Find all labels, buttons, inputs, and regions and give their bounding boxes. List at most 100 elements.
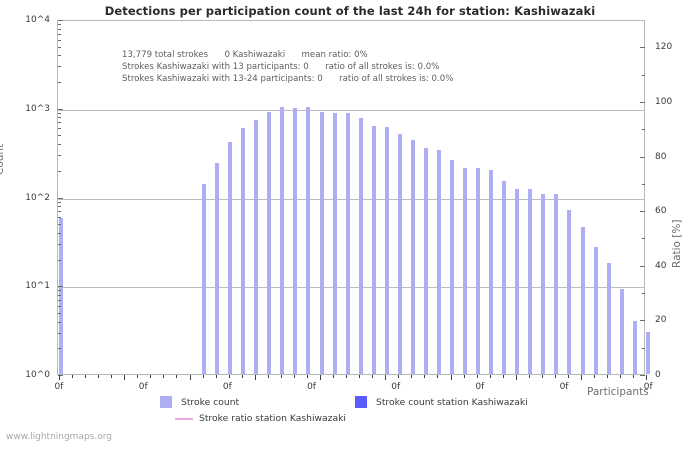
x-axis-tick-label: 0f [391, 382, 401, 392]
bar [502, 180, 507, 374]
x-axis-tick [411, 375, 413, 378]
x-axis-tick [189, 375, 191, 380]
y-axis-right-tick-label: 100 [655, 96, 673, 107]
x-axis-tick [254, 375, 256, 380]
legend-color-swatch [355, 396, 367, 408]
bar [436, 150, 441, 374]
x-axis-tick [515, 375, 517, 380]
y-axis-left-minor-tick [58, 33, 61, 35]
y-axis-left-minor-tick [58, 39, 61, 41]
gridline [58, 109, 644, 111]
bar [241, 128, 246, 374]
y-axis-left-tick-label: 10^4 [25, 15, 50, 25]
x-axis-tick [398, 375, 400, 378]
y-axis-right-tick [640, 265, 645, 267]
x-axis-tick-label: 0f [222, 382, 232, 392]
y-axis-left-minor-tick [58, 128, 61, 130]
y-axis-left-minor-tick [58, 321, 61, 323]
y-axis-left-minor-tick [58, 224, 61, 226]
y-axis-right-tick [640, 320, 645, 322]
x-axis-tick [594, 375, 596, 378]
x-axis-tick [215, 375, 217, 378]
x-axis-tick [320, 375, 321, 380]
legend-item[interactable]: Stroke count station Kashiwazaki [355, 396, 528, 408]
x-axis-tick [267, 375, 269, 378]
x-axis-tick [306, 375, 308, 378]
y-axis-left-minor-tick [58, 135, 61, 137]
bar [580, 227, 585, 374]
x-axis-tick [528, 375, 530, 378]
y-axis-left-minor-tick [58, 332, 61, 334]
x-axis-tick [450, 375, 452, 380]
watermark: www.lightningmaps.org [6, 432, 112, 442]
legend-item[interactable]: Stroke count [160, 396, 239, 408]
y-axis-right-tick [640, 211, 645, 213]
x-axis-tick [372, 375, 374, 378]
bar [554, 193, 559, 374]
legend-label: Stroke count [181, 396, 240, 408]
x-axis-tick [359, 375, 361, 378]
bar [228, 142, 233, 374]
bar [515, 189, 520, 374]
x-axis-tick [241, 375, 243, 378]
bar [319, 111, 324, 374]
y-axis-right-minor-tick [642, 74, 645, 76]
y-axis-left-minor-tick [58, 55, 61, 57]
y-axis-left-minor-tick [58, 122, 61, 124]
y-axis-right-tick-label: 120 [655, 42, 673, 53]
y-axis-left-minor-tick [58, 211, 61, 213]
y-axis-left-tick [58, 197, 63, 199]
bar [410, 140, 415, 374]
x-axis-tick [59, 375, 60, 380]
y-axis-right-tick-label: 0 [655, 370, 661, 380]
x-axis-tick [581, 375, 582, 380]
annotation-line: Strokes Kashiwazaki with 13 participants… [122, 62, 440, 73]
bar [358, 118, 363, 374]
y-axis-right-tick [640, 156, 645, 158]
x-axis-tick [150, 375, 152, 378]
x-axis-tick [176, 375, 178, 378]
x-axis-tick [137, 375, 139, 378]
bar [606, 262, 611, 374]
bar [202, 183, 207, 374]
y-axis-right-tick-label: 60 [655, 206, 667, 217]
x-axis-tick-label: 0f [54, 382, 64, 392]
bar [254, 119, 259, 374]
y-axis-left-title: Count [0, 143, 6, 175]
y-axis-left-tick [58, 108, 63, 110]
x-axis-tick [463, 375, 465, 378]
y-axis-left-minor-tick [58, 312, 61, 314]
bar [450, 159, 454, 374]
bar [423, 148, 428, 374]
bar [215, 162, 220, 374]
x-axis-tick [385, 375, 387, 380]
y-axis-left-minor-tick [58, 66, 61, 68]
plot-area: 13,779 total strokes 0 Kashiwazaki mean … [57, 20, 650, 375]
x-axis-tick [541, 375, 543, 378]
legend-color-swatch [160, 396, 172, 408]
x-axis-tick [489, 375, 491, 378]
bar [632, 320, 637, 374]
y-axis-left-minor-tick [58, 217, 61, 219]
bar [489, 169, 494, 374]
y-axis-left-minor-tick [58, 155, 61, 157]
y-axis-left-tick [58, 375, 63, 376]
x-axis-tick [202, 375, 204, 378]
bar [541, 193, 546, 374]
y-axis-left-minor-tick [58, 299, 61, 301]
y-axis-left-minor-tick [58, 46, 61, 48]
x-axis-tick [554, 375, 556, 378]
x-axis-tick [346, 375, 348, 378]
x-axis-title: Participants [587, 386, 649, 398]
x-axis-tick [163, 375, 165, 378]
bar [267, 111, 272, 374]
x-axis-tick [85, 375, 87, 378]
x-axis-tick [280, 375, 282, 378]
y-axis-left-minor-tick [58, 28, 61, 30]
legend-item[interactable]: Stroke ratio station Kashiwazaki [175, 413, 346, 424]
x-axis-tick [646, 375, 648, 380]
x-axis-tick-label: 0f [643, 382, 653, 392]
x-axis-tick [293, 375, 295, 378]
y-axis-right-minor-tick [642, 293, 645, 295]
x-axis-tick [620, 375, 622, 378]
